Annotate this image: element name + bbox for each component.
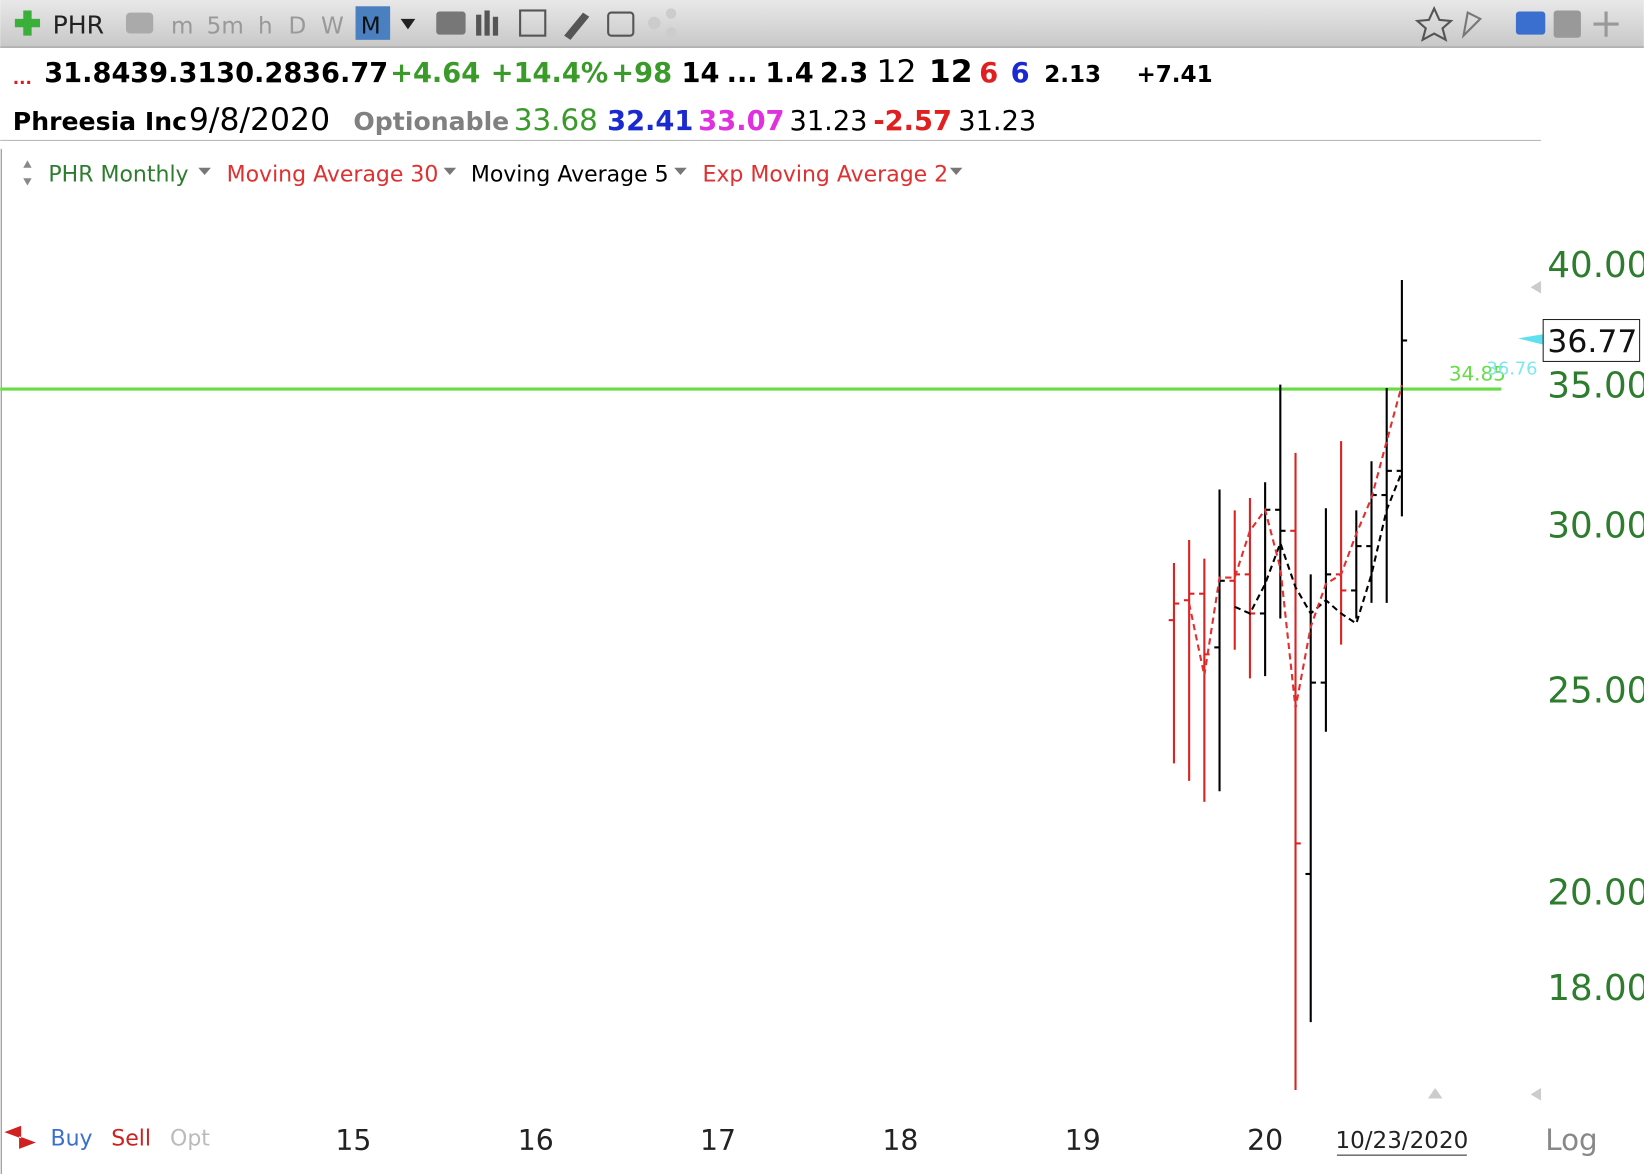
draw-tool[interactable] (564, 12, 590, 40)
legend-entry[interactable]: Moving Average 5 (471, 162, 669, 187)
y-tick-label: 18.00 (1547, 968, 1644, 1009)
quote-value: 31.23 (790, 106, 868, 137)
favorite[interactable] (1414, 5, 1454, 42)
quote-value: 9/8/2020 (189, 102, 330, 138)
price-label: 36.77 (1547, 324, 1637, 360)
quote-value: +14.4% (491, 58, 608, 89)
print-icon[interactable] (125, 12, 154, 34)
symbol[interactable]: PHR (53, 11, 105, 40)
x-tick-label: 18 (882, 1124, 918, 1157)
alert-label: 36.76 (1487, 358, 1538, 379)
timeframe[interactable]: 5m (207, 14, 244, 40)
quote-value: 32.41 (607, 106, 693, 137)
timeframe[interactable]: W (321, 14, 344, 40)
legend-menu[interactable] (949, 167, 963, 176)
scale-arrows (1530, 280, 1542, 1101)
share-tool[interactable] (647, 8, 677, 38)
quote-value: 12 (929, 54, 973, 90)
resize-handle[interactable] (23, 160, 32, 186)
quote-value: Optionable (353, 107, 509, 136)
legend-menu[interactable] (198, 167, 211, 176)
grid-tool[interactable] (519, 9, 547, 37)
move[interactable] (1593, 11, 1619, 37)
x-tick-label: 15 (335, 1124, 371, 1157)
quote-value: 39.31 (130, 58, 216, 89)
timeframe[interactable]: h (258, 14, 273, 40)
x-tick-label: 19 (1065, 1124, 1101, 1157)
toolbar (0, 0, 1644, 48)
quote-value: 14 (682, 58, 720, 89)
timeframe-menu[interactable] (400, 18, 416, 30)
timeframe[interactable]: M (361, 14, 381, 40)
quote-value: 30.28 (216, 58, 302, 89)
quote-value: -2.57 (873, 106, 952, 137)
cursor-date: 10/23/2020 (1335, 1128, 1468, 1154)
quote-value: 36.77 (302, 58, 388, 89)
legend-entry[interactable]: Exp Moving Average 2 (703, 162, 949, 187)
flag[interactable] (1461, 11, 1483, 39)
quote-value: ... (13, 68, 32, 88)
active-timeframe (355, 6, 391, 40)
legend-menu[interactable] (443, 167, 457, 176)
alert-value: 34.85 (1449, 363, 1506, 386)
add-button[interactable] (14, 10, 41, 36)
timeframe[interactable]: m (171, 14, 193, 40)
quote-value: 6 (979, 58, 998, 89)
opt-button[interactable]: Opt (170, 1127, 210, 1152)
y-tick-label: 40.00 (1547, 245, 1644, 286)
legend-entry[interactable]: Moving Average 30 (227, 162, 439, 187)
quote-value: 31.84 (44, 58, 130, 89)
quote-value: 1.4 (765, 58, 813, 89)
quote-value: 31.23 (958, 106, 1036, 137)
text-tool[interactable] (436, 11, 466, 35)
s-button[interactable] (1515, 11, 1546, 35)
quote-value: Phreesia Inc (13, 107, 187, 136)
y-tick-label: 35.00 (1547, 366, 1644, 407)
quote-value: ... (727, 58, 758, 89)
x-tick-label: 16 (518, 1124, 554, 1157)
quote-value: 2.3 (820, 58, 868, 89)
y-tick-label: 30.00 (1547, 505, 1644, 546)
quote-value: 2.13 (1044, 62, 1101, 88)
timeframe[interactable]: D (288, 14, 306, 40)
buy-button[interactable]: Buy (51, 1127, 93, 1152)
quote-value: 33.68 (514, 103, 598, 137)
x-tick-label: 17 (700, 1124, 736, 1157)
scroll-marker (1427, 1088, 1443, 1099)
price-pointer (1518, 334, 1544, 345)
bar-style[interactable] (476, 10, 499, 36)
y-tick-label: 25.00 (1547, 670, 1644, 711)
quote-value: 6 (1011, 58, 1030, 89)
x-tick-label: 20 (1247, 1124, 1283, 1157)
trade-icon[interactable] (4, 1125, 36, 1149)
quote-value: +98 (611, 58, 672, 89)
y-tick-label: 20.00 (1547, 872, 1644, 913)
price-box (1542, 318, 1641, 362)
moving-average (1188, 384, 1403, 709)
legend-menu[interactable] (674, 167, 687, 176)
quote-value: +7.41 (1136, 62, 1212, 88)
quote-value: +4.64 (390, 58, 480, 89)
scale-mode[interactable]: Log (1545, 1123, 1597, 1157)
moving-average (1234, 471, 1403, 626)
quote-value: 33.07 (698, 106, 784, 137)
sell-button[interactable]: Sell (111, 1127, 151, 1152)
legend-entry[interactable]: PHR Monthly (48, 162, 188, 187)
note-tool[interactable] (607, 11, 635, 37)
quote-value: 12 (877, 54, 917, 90)
save[interactable] (1553, 10, 1581, 38)
